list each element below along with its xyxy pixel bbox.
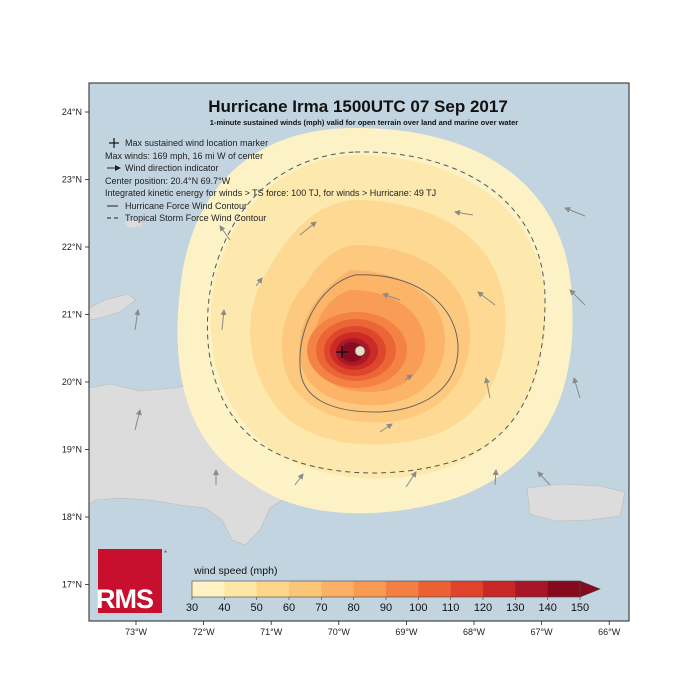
colorbar-tick-label: 150 xyxy=(571,602,589,614)
colorbar-segment xyxy=(289,581,322,597)
lon-tick-label: 73°W xyxy=(125,627,148,637)
legend-direction-text: Wind direction indicator xyxy=(125,163,219,173)
wind-field xyxy=(177,127,573,514)
legend-marker-symbol xyxy=(109,138,119,148)
lat-tick-label: 24°N xyxy=(62,107,82,117)
hurricane-contour xyxy=(299,274,459,413)
land-puerto-rico xyxy=(526,483,626,522)
wind-arrow xyxy=(294,473,304,486)
colorbar-tick-label: 130 xyxy=(506,602,524,614)
latitude-ticks: 24°N 23°N 22°N 21°N 20°N 19°N 18°N 17°N xyxy=(62,107,89,590)
colorbar-segment xyxy=(224,581,257,597)
lat-tick-label: 20°N xyxy=(62,377,82,387)
wind-arrow xyxy=(537,471,551,486)
wind-arrow xyxy=(299,221,317,236)
colorbar-segments xyxy=(192,581,581,597)
rms-logo-box xyxy=(98,549,162,613)
map-title: Hurricane Irma 1500UTC 07 Sep 2017 xyxy=(208,97,508,116)
wind-arrow xyxy=(255,277,263,287)
legend-max-winds: Max winds: 169 mph, 16 mi W of center xyxy=(105,151,263,161)
lon-tick-label: 70°W xyxy=(328,627,351,637)
colorbar-tick-label: 110 xyxy=(442,602,460,614)
wind-arrow xyxy=(572,377,581,399)
colorbar-segment xyxy=(547,581,581,597)
wind-arrow xyxy=(134,309,141,331)
wind-arrow xyxy=(477,291,496,306)
lat-tick-label: 18°N xyxy=(62,512,82,522)
wind-arrow xyxy=(569,289,586,306)
rms-logo-mark: * xyxy=(164,549,167,558)
lon-tick-label: 68°W xyxy=(463,627,486,637)
lat-tick-label: 23°N xyxy=(62,175,82,185)
tropical-storm-contour xyxy=(206,151,546,474)
wind-arrow xyxy=(379,423,393,433)
legend-marker-text: Max sustained wind location marker xyxy=(125,138,268,148)
wind-arrow xyxy=(404,374,413,381)
colorbar-segment xyxy=(515,581,548,597)
legend-center: Center position: 20.4°N 69.7°W xyxy=(105,176,231,186)
wind-arrow xyxy=(134,409,142,431)
colorbar-ticks: 30 40 50 60 70 80 90 100 110 120 130 140 150 xyxy=(186,597,589,614)
colorbar-segment xyxy=(483,581,516,597)
wind-arrow xyxy=(454,209,474,216)
colorbar-label: wind speed (mph) xyxy=(193,565,277,577)
rms-logo-text: RMS xyxy=(96,584,153,614)
colorbar-tick-label: 90 xyxy=(380,602,392,614)
max-wind-marker xyxy=(336,346,348,358)
lon-tick-label: 71°W xyxy=(260,627,283,637)
colorbar-tick-label: 40 xyxy=(218,602,230,614)
colorbar-tick-label: 50 xyxy=(251,602,263,614)
legend-hurricane-text: Hurricane Force Wind Contour xyxy=(125,201,247,211)
colorbar-tick-label: 30 xyxy=(186,602,198,614)
legend: Max sustained wind location marker Max w… xyxy=(105,138,436,223)
colorbar-segment xyxy=(192,581,225,597)
colorbar-tick-label: 100 xyxy=(409,602,427,614)
wind-arrow xyxy=(405,471,417,488)
colorbar-tick-label: 80 xyxy=(348,602,360,614)
rms-logo: RMS * xyxy=(96,549,167,614)
colorbar-segment xyxy=(386,581,419,597)
legend-ike: Integrated kinetic energy for winds > TS… xyxy=(105,188,436,198)
colorbar-segment xyxy=(418,581,451,597)
land-cay-3 xyxy=(124,218,142,228)
wind-arrow xyxy=(220,309,227,331)
lat-tick-label: 19°N xyxy=(62,445,82,455)
colorbar-segment xyxy=(450,581,484,597)
colorbar-tick-label: 70 xyxy=(315,602,327,614)
wind-arrow xyxy=(219,225,231,241)
lon-tick-label: 67°W xyxy=(531,627,554,637)
lat-tick-label: 17°N xyxy=(62,580,82,590)
wind-arrow xyxy=(382,292,401,301)
legend-ts-text: Tropical Storm Force Wind Contour xyxy=(125,213,266,223)
colorbar: wind speed (mph) 30 40 50 60 70 80 90 100 110 120… xyxy=(186,565,601,614)
storm-eye xyxy=(354,345,366,357)
map-subtitle: 1-minute sustained winds (mph) valid for… xyxy=(210,118,518,127)
wind-arrow xyxy=(564,207,586,217)
wind-direction-arrows xyxy=(134,207,586,488)
colorbar-segment xyxy=(256,581,290,597)
colorbar-segment xyxy=(321,581,354,597)
colorbar-tick-label: 60 xyxy=(283,602,295,614)
lat-tick-label: 22°N xyxy=(62,242,82,252)
lon-tick-label: 66°W xyxy=(598,627,621,637)
colorbar-tick-label: 140 xyxy=(538,602,556,614)
wind-arrow xyxy=(492,469,499,486)
wind-arrow xyxy=(484,377,491,399)
lon-tick-label: 69°W xyxy=(395,627,418,637)
colorbar-tick-label: 120 xyxy=(474,602,492,614)
colorbar-segment xyxy=(353,581,387,597)
map-frame xyxy=(88,82,630,622)
lat-tick-label: 21°N xyxy=(62,310,82,320)
longitude-ticks: 73°W 72°W 71°W 70°W 69°W 68°W 67°W 66°W xyxy=(125,621,621,637)
land-cuba-tip xyxy=(89,293,137,321)
lon-tick-label: 72°W xyxy=(193,627,216,637)
